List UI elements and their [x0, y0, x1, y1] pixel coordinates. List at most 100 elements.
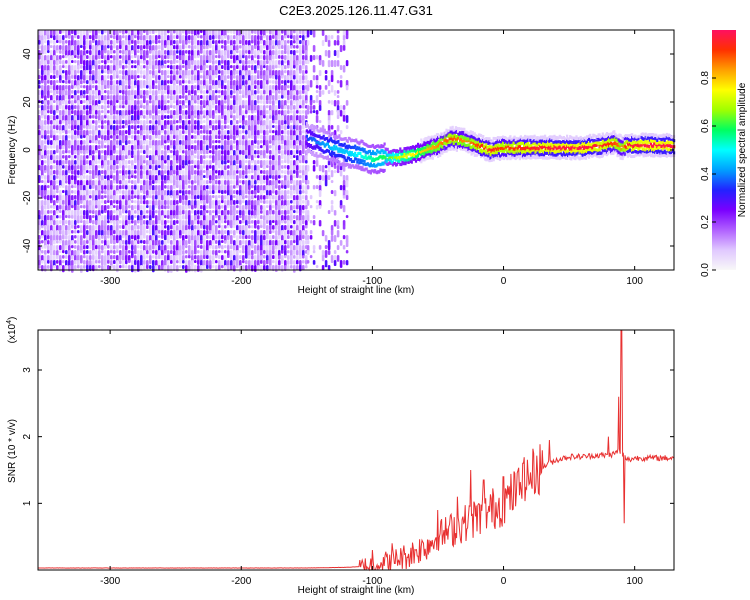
heatmap-cell — [47, 240, 50, 245]
heatmap-cell — [239, 90, 242, 95]
heatmap-cell — [65, 245, 68, 250]
heatmap-cell — [194, 165, 197, 169]
heatmap-cell — [299, 175, 302, 179]
heatmap-cell — [290, 150, 293, 155]
heatmap-cell — [131, 135, 134, 140]
heatmap-cell — [200, 95, 203, 99]
heatmap-cell — [104, 245, 107, 250]
heatmap-cell — [224, 265, 227, 271]
heatmap-cell — [65, 235, 68, 240]
heatmap-cell — [77, 265, 80, 269]
heatmap-cell — [245, 45, 248, 52]
heatmap-cell — [173, 50, 176, 57]
heatmap-cell — [83, 150, 86, 155]
heatmap-cell — [266, 70, 269, 77]
heatmap-cell — [290, 260, 293, 265]
heatmap-cell — [284, 105, 287, 110]
heatmap-cell — [275, 115, 278, 121]
heatmap-cell — [212, 140, 215, 144]
heatmap-cell — [236, 30, 239, 37]
heatmap-cell — [284, 120, 287, 125]
heatmap-cell — [80, 100, 83, 104]
heatmap-cell — [200, 50, 203, 54]
heatmap-cell — [242, 245, 245, 251]
heatmap-cell — [56, 35, 59, 42]
heatmap-cell — [209, 155, 212, 159]
heatmap-cell — [65, 165, 68, 172]
heatmap-cell — [47, 80, 50, 84]
heatmap-cell — [74, 250, 77, 256]
ridge-cell — [330, 153, 333, 157]
heatmap-cell — [275, 180, 278, 187]
heatmap-cell — [330, 180, 334, 184]
heatmap-cell — [302, 60, 305, 67]
heatmap-cell — [68, 95, 71, 100]
heatmap-cell — [65, 180, 68, 184]
heatmap-cell — [104, 170, 107, 176]
heatmap-cell — [263, 185, 266, 192]
heatmap-cell — [143, 165, 146, 171]
heatmap-cell — [318, 220, 322, 227]
heatmap-cell — [251, 80, 254, 87]
heatmap-cell — [179, 40, 182, 44]
heatmap-cell — [218, 175, 221, 179]
heatmap-cell — [302, 35, 305, 42]
heatmap-cell — [164, 160, 167, 164]
heatmap-cell — [56, 90, 59, 95]
heatmap-cell — [275, 140, 278, 146]
heatmap-cell — [44, 115, 47, 120]
ridge-cell — [305, 134, 308, 138]
heatmap-cell — [227, 65, 230, 71]
heatmap-cell — [53, 265, 56, 269]
heatmap-cell — [272, 155, 275, 161]
heatmap-cell — [305, 230, 308, 235]
heatmap-cell — [209, 120, 212, 127]
heatmap-cell — [62, 40, 65, 45]
heatmap-cell — [74, 195, 77, 200]
heatmap-cell — [257, 175, 260, 181]
heatmap-cell — [56, 240, 59, 244]
heatmap-cell — [179, 55, 182, 61]
heatmap-cell — [53, 45, 56, 51]
heatmap-cell — [41, 185, 44, 191]
heatmap-cell — [125, 85, 128, 90]
heatmap-cell — [266, 265, 269, 271]
heatmap-cell — [50, 150, 53, 157]
heatmap-cell — [107, 205, 110, 210]
heatmap-cell — [185, 210, 188, 217]
heatmap-cell — [345, 35, 349, 40]
heatmap-cell — [155, 80, 158, 84]
heatmap-cell — [242, 100, 245, 107]
heatmap-cell — [116, 150, 119, 155]
heatmap-cell — [104, 230, 107, 236]
heatmap-cell — [56, 110, 59, 114]
heatmap-cell — [239, 165, 242, 169]
heatmap-cell — [119, 30, 122, 34]
heatmap-cell — [296, 260, 299, 265]
heatmap-cell — [146, 110, 149, 115]
heatmap-cell — [86, 150, 89, 154]
heatmap-cell — [260, 255, 263, 262]
heatmap-cell — [224, 255, 227, 262]
heatmap-cell — [107, 130, 110, 136]
heatmap-cell — [101, 130, 104, 136]
heatmap-cell — [230, 240, 233, 245]
heatmap-cell — [41, 140, 44, 147]
heatmap-cell — [215, 180, 218, 185]
heatmap-cell — [146, 240, 149, 245]
heatmap-cell — [272, 55, 275, 60]
heatmap-cell — [281, 55, 284, 60]
heatmap-cell — [71, 135, 74, 140]
heatmap-cell — [56, 245, 59, 251]
heatmap-cell — [269, 145, 272, 149]
heatmap-cell — [212, 265, 215, 269]
heatmap-cell — [197, 35, 200, 39]
heatmap-cell — [309, 55, 313, 62]
heatmap-cell — [110, 85, 113, 91]
heatmap-cell — [200, 240, 203, 245]
heatmap-cell — [200, 80, 203, 85]
heatmap-cell — [275, 190, 278, 195]
heatmap-cell — [155, 170, 158, 175]
heatmap-cell — [197, 265, 200, 272]
heatmap-cell — [188, 240, 191, 245]
